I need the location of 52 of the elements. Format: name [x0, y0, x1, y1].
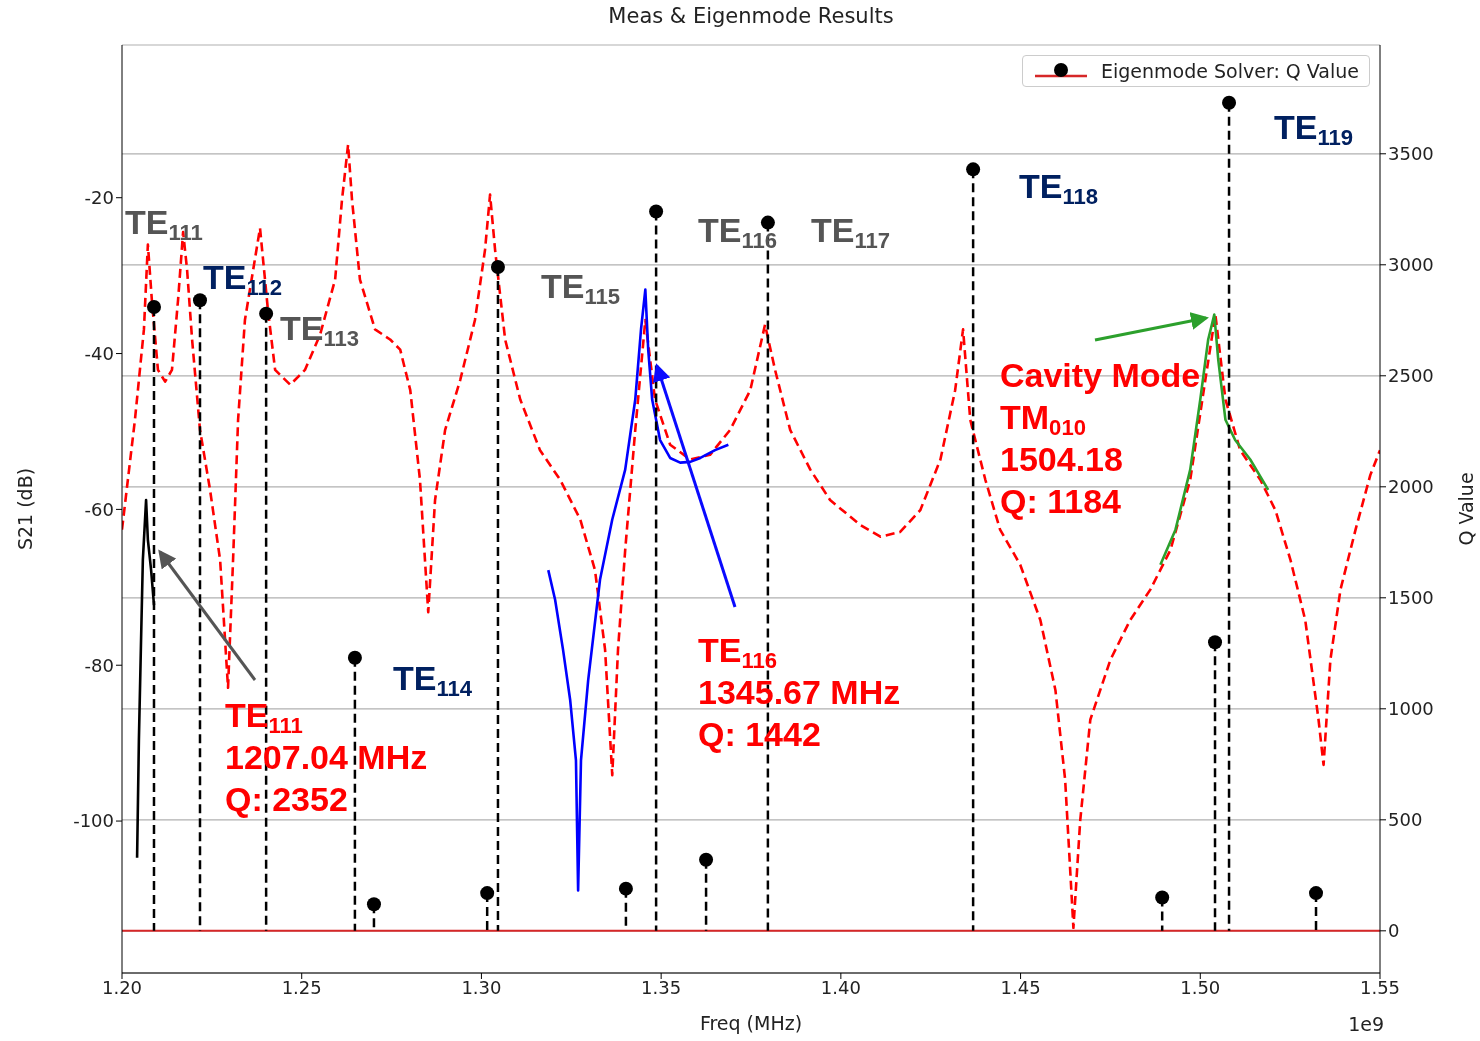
annotation: TE$_{115}$ — [541, 266, 621, 310]
y2-tick-label: 2000 — [1388, 476, 1434, 498]
annotation: TE$_{119}$ — [1274, 107, 1354, 151]
y2-tick-label: 0 — [1388, 920, 1400, 942]
point — [490, 260, 505, 275]
point — [1155, 890, 1170, 905]
annotation: TE$_{118}$ — [1019, 166, 1099, 210]
chart-title: Meas & Eigenmode Results — [607, 4, 895, 28]
point — [146, 299, 161, 314]
annotation: TE$_{113}$ — [280, 308, 360, 352]
point — [699, 852, 714, 867]
point — [1208, 635, 1223, 650]
point — [649, 204, 664, 219]
y-tick-label: -20 — [84, 187, 114, 209]
point — [347, 650, 362, 665]
annotation: TE$_{116}$ 1345.67 MHz Q: 1442 — [698, 630, 901, 755]
x-tick-label: 1.20 — [101, 976, 143, 998]
y2-axis-title: Q Value — [1455, 472, 1477, 546]
y2-tick-label: 1500 — [1388, 587, 1434, 609]
point — [259, 306, 274, 321]
y-tick-label: -80 — [84, 654, 114, 676]
x-tick-label: 1.50 — [1180, 976, 1221, 998]
y2-tick-label: 2500 — [1388, 365, 1434, 387]
x-tick-label: 1.30 — [461, 976, 502, 998]
point — [1309, 886, 1324, 901]
x-tick-label: 1.25 — [281, 976, 322, 998]
y-axis-title: S21 (dB) — [14, 467, 36, 551]
point — [966, 162, 981, 177]
point — [193, 293, 207, 308]
annotation: TE$_{117}$ — [811, 210, 891, 254]
line-series — [122, 143, 1380, 930]
x-tick-label: 1.55 — [1359, 976, 1401, 998]
y2-tick-label: 3000 — [1388, 254, 1434, 276]
point — [618, 881, 633, 896]
point — [480, 886, 495, 901]
y2-tick-label: 500 — [1388, 809, 1423, 831]
point — [760, 215, 775, 230]
x-tick-label: 1.40 — [820, 976, 861, 998]
legend-label: Eigenmode Solver: Q Value — [1101, 60, 1359, 82]
x-tick-label: 1.45 — [1000, 976, 1041, 998]
annotation: Cavity Mode TM$_{010}$ 1504.18 Q: 1184 — [1000, 355, 1201, 522]
y2-tick-label: 3500 — [1388, 143, 1434, 165]
annotation: TE$_{111}$ — [125, 202, 203, 246]
y-tick-label: -60 — [84, 498, 114, 520]
point — [1222, 95, 1237, 110]
text: 1e9 — [1348, 1013, 1384, 1035]
y-tick-label: -40 — [84, 342, 114, 364]
x-axis-title: Freq (MHz) — [699, 1012, 803, 1034]
point — [366, 897, 381, 912]
y2-tick-label: 1000 — [1388, 698, 1434, 720]
y-tick-label: -100 — [73, 810, 114, 832]
x-tick-label: 1.35 — [641, 976, 682, 998]
